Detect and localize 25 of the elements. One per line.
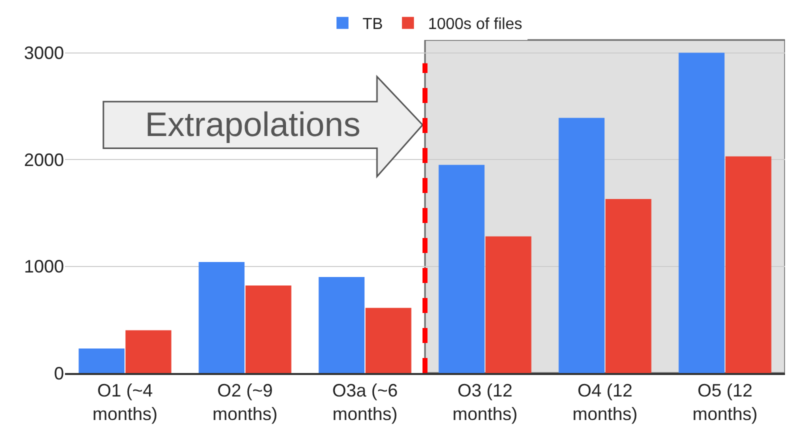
bar: [438, 164, 485, 373]
x-tick-label: O4 (12 months): [572, 380, 638, 424]
x-tick-label: O1 (~4 months): [92, 380, 158, 424]
x-tick-label: O3a (~6 months): [332, 380, 398, 424]
x-tick-label: O5 (12 months): [692, 380, 758, 424]
y-tick-label: 3000: [24, 43, 64, 64]
band-label: Extrapolations: [145, 106, 360, 144]
y-tick-label: 2000: [24, 150, 64, 170]
bar: [78, 348, 125, 373]
x-tick-label: O3 (12 months): [452, 380, 518, 424]
bar: [678, 52, 725, 373]
bar: [125, 330, 172, 373]
legend-label: 1000s of files: [428, 16, 522, 34]
bar: [198, 262, 245, 373]
bar: [558, 118, 605, 373]
bar: [605, 199, 652, 373]
x-tick-label: O2 (~9 months): [212, 380, 278, 424]
legend-label: TB: [362, 16, 383, 34]
bar: [485, 236, 532, 373]
bar: [365, 308, 412, 373]
y-tick-label: 0: [54, 363, 64, 384]
bar: [318, 276, 365, 373]
bar: [245, 285, 292, 373]
y-tick-label: 1000: [24, 256, 64, 277]
bar: [725, 156, 772, 373]
